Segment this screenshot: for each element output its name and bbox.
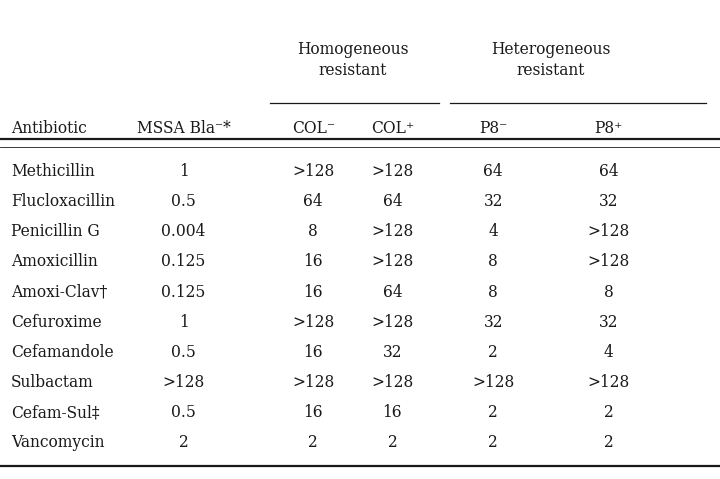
Text: 16: 16 bbox=[303, 253, 323, 270]
Text: 0.125: 0.125 bbox=[161, 284, 206, 300]
Text: 0.5: 0.5 bbox=[171, 193, 196, 210]
Text: 1: 1 bbox=[179, 314, 189, 331]
Text: Antibiotic: Antibiotic bbox=[11, 120, 86, 137]
Text: 2: 2 bbox=[387, 434, 397, 451]
Text: 8: 8 bbox=[488, 284, 498, 300]
Text: Heterogeneous
resistant: Heterogeneous resistant bbox=[491, 41, 611, 79]
Text: Methicillin: Methicillin bbox=[11, 163, 94, 180]
Text: 32: 32 bbox=[382, 344, 402, 361]
Text: 64: 64 bbox=[382, 284, 402, 300]
Text: Amoxicillin: Amoxicillin bbox=[11, 253, 97, 270]
Text: 16: 16 bbox=[382, 404, 402, 421]
Text: >128: >128 bbox=[292, 374, 334, 391]
Text: P8⁺: P8⁺ bbox=[594, 120, 623, 137]
Text: Cefam-Sul‡: Cefam-Sul‡ bbox=[11, 404, 99, 421]
Text: 0.5: 0.5 bbox=[171, 344, 196, 361]
Text: 0.004: 0.004 bbox=[161, 223, 206, 240]
Text: 2: 2 bbox=[488, 434, 498, 451]
Text: 64: 64 bbox=[483, 163, 503, 180]
Text: 4: 4 bbox=[488, 223, 498, 240]
Text: Vancomycin: Vancomycin bbox=[11, 434, 104, 451]
Text: >128: >128 bbox=[372, 374, 413, 391]
Text: Cefuroxime: Cefuroxime bbox=[11, 314, 102, 331]
Text: >128: >128 bbox=[372, 253, 413, 270]
Text: 64: 64 bbox=[303, 193, 323, 210]
Text: 8: 8 bbox=[488, 253, 498, 270]
Text: COL⁻: COL⁻ bbox=[292, 120, 335, 137]
Text: Flucloxacillin: Flucloxacillin bbox=[11, 193, 114, 210]
Text: 32: 32 bbox=[483, 193, 503, 210]
Text: 16: 16 bbox=[303, 284, 323, 300]
Text: Amoxi-Clav†: Amoxi-Clav† bbox=[11, 284, 107, 300]
Text: 2: 2 bbox=[603, 434, 613, 451]
Text: >128: >128 bbox=[472, 374, 514, 391]
Text: 8: 8 bbox=[603, 284, 613, 300]
Text: Homogeneous
resistant: Homogeneous resistant bbox=[297, 41, 408, 79]
Text: 32: 32 bbox=[483, 314, 503, 331]
Text: 4: 4 bbox=[603, 344, 613, 361]
Text: P8⁻: P8⁻ bbox=[479, 120, 508, 137]
Text: 32: 32 bbox=[598, 314, 618, 331]
Text: 16: 16 bbox=[303, 404, 323, 421]
Text: >128: >128 bbox=[292, 163, 334, 180]
Text: 0.5: 0.5 bbox=[171, 404, 196, 421]
Text: 32: 32 bbox=[598, 193, 618, 210]
Text: MSSA Bla⁻*: MSSA Bla⁻* bbox=[137, 120, 230, 137]
Text: 1: 1 bbox=[179, 163, 189, 180]
Text: 2: 2 bbox=[488, 344, 498, 361]
Text: Sulbactam: Sulbactam bbox=[11, 374, 94, 391]
Text: Cefamandole: Cefamandole bbox=[11, 344, 114, 361]
Text: >128: >128 bbox=[163, 374, 204, 391]
Text: >128: >128 bbox=[588, 253, 629, 270]
Text: 2: 2 bbox=[488, 404, 498, 421]
Text: 2: 2 bbox=[603, 404, 613, 421]
Text: >128: >128 bbox=[372, 314, 413, 331]
Text: >128: >128 bbox=[292, 314, 334, 331]
Text: >128: >128 bbox=[588, 223, 629, 240]
Text: >128: >128 bbox=[372, 163, 413, 180]
Text: >128: >128 bbox=[588, 374, 629, 391]
Text: 64: 64 bbox=[382, 193, 402, 210]
Text: COL⁺: COL⁺ bbox=[371, 120, 414, 137]
Text: 2: 2 bbox=[308, 434, 318, 451]
Text: 64: 64 bbox=[598, 163, 618, 180]
Text: >128: >128 bbox=[372, 223, 413, 240]
Text: 8: 8 bbox=[308, 223, 318, 240]
Text: 16: 16 bbox=[303, 344, 323, 361]
Text: Penicillin G: Penicillin G bbox=[11, 223, 99, 240]
Text: 2: 2 bbox=[179, 434, 189, 451]
Text: 0.125: 0.125 bbox=[161, 253, 206, 270]
